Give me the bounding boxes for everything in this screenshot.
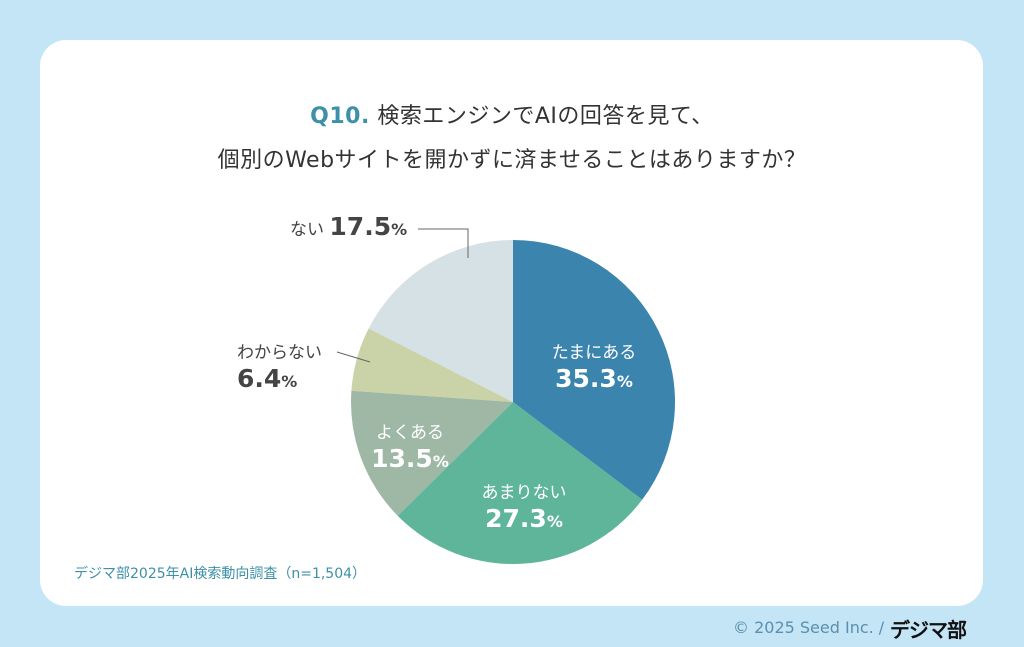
slice-label-4: ない 17.5% xyxy=(290,212,408,241)
pie-slice-4 xyxy=(368,240,513,402)
chart-title-line1: Q10. 検索エンジンでAIの回答を見て、 xyxy=(0,98,1024,130)
leader-line-wakaranai xyxy=(336,351,371,363)
pie-slice-1 xyxy=(397,402,643,564)
pie-slice-3 xyxy=(351,328,513,402)
slice-label-2: よくある 13.5% xyxy=(371,423,449,473)
pie-slice-2 xyxy=(351,390,513,516)
leader-line-nai xyxy=(418,228,469,258)
question-number: Q10. xyxy=(310,104,370,129)
brand-logo: デジマ部 xyxy=(890,618,967,642)
slice-label-0: たまにある 35.3% xyxy=(551,343,637,393)
title-text: 検索エンジンでAIの回答を見て、 xyxy=(377,104,714,129)
slice-label-3: わからない 6.4% xyxy=(237,343,322,393)
copyright: © 2025 Seed Inc. / xyxy=(733,618,885,637)
source-note: デジマ部2025年AI検索動向調査（n=1,504） xyxy=(74,566,367,582)
pie-slice-0 xyxy=(513,240,676,500)
chart-title-line2: 個別のWebサイトを開かずに済ませることはありますか？ xyxy=(217,148,807,173)
slice-label-1: あまりない 27.3% xyxy=(481,483,567,533)
